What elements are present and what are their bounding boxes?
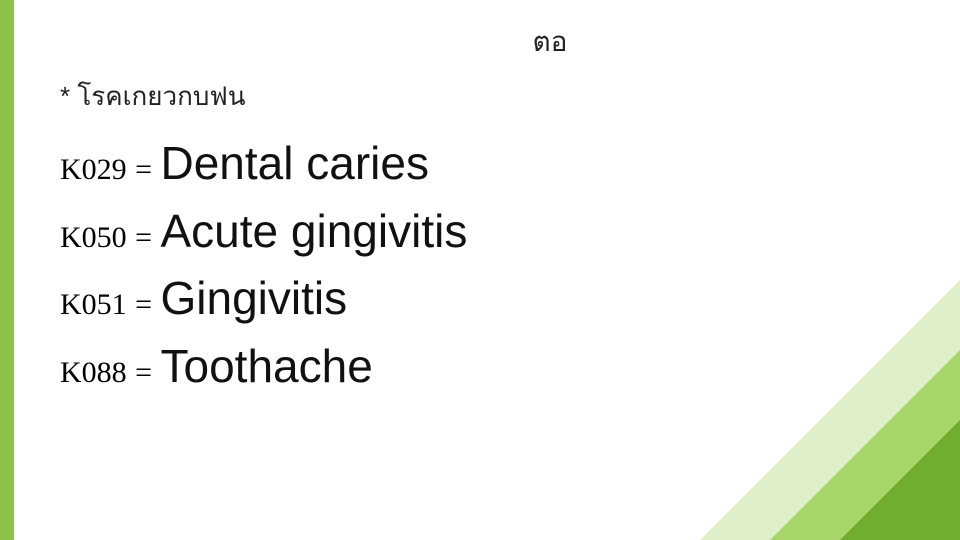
icd-code: K029	[60, 153, 127, 186]
icd-code: K051	[60, 288, 127, 321]
disease-term: Acute gingivitis	[161, 205, 468, 257]
equals-sign: =	[131, 288, 156, 321]
slide-title: ตอ	[60, 20, 880, 64]
code-row: K051 = Gingivitis	[60, 270, 880, 328]
accent-stripe	[0, 0, 14, 540]
slide-content: ตอ * โรคเกยวกบฟน K029 = Dental caries K0…	[60, 20, 880, 405]
equals-sign: =	[131, 356, 156, 389]
code-row: K050 = Acute gingivitis	[60, 203, 880, 261]
icd-code: K088	[60, 356, 127, 389]
equals-sign: =	[131, 153, 156, 186]
disease-term: Dental caries	[161, 137, 429, 189]
disease-term: Toothache	[161, 340, 373, 392]
disease-term: Gingivitis	[161, 272, 348, 324]
slide-subheader: * โรคเกยวกบฟน	[60, 76, 880, 117]
code-row: K088 = Toothache	[60, 338, 880, 396]
code-row: K029 = Dental caries	[60, 135, 880, 193]
equals-sign: =	[131, 221, 156, 254]
icd-code: K050	[60, 221, 127, 254]
